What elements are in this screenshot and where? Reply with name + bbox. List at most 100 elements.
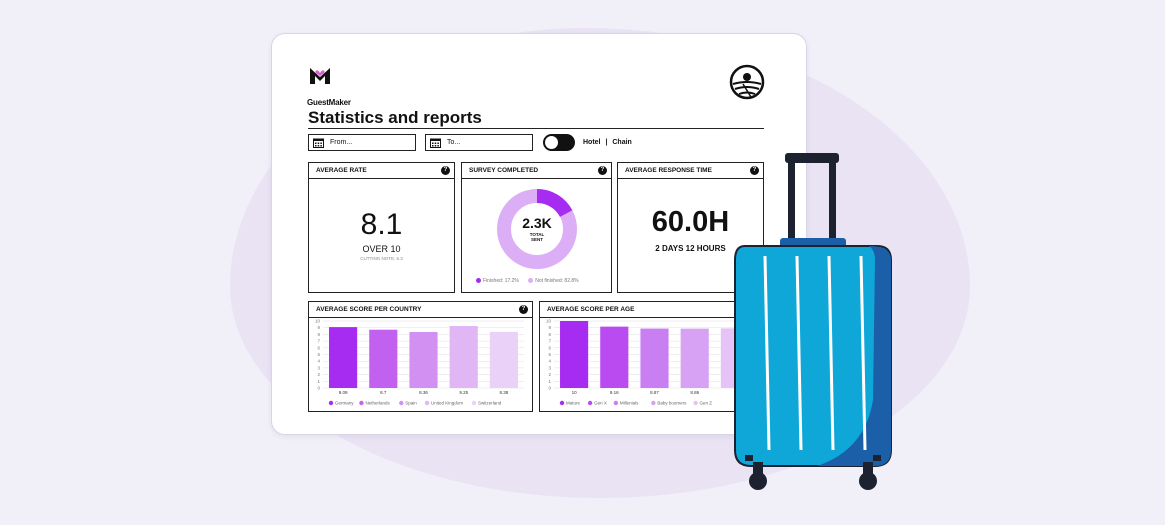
bar-value-label: 9.25	[459, 390, 468, 395]
bar-value-label: 8.36	[419, 390, 428, 395]
y-tick-label: 3	[317, 365, 320, 370]
survey-legend: Finished: 17.2% Not finished: 82.8%	[476, 278, 587, 284]
legend-dot	[559, 400, 565, 406]
y-tick-label: 4	[317, 359, 320, 364]
donut-ring	[497, 189, 577, 269]
legend-dot	[528, 278, 534, 284]
help-icon[interactable]: ?	[598, 166, 607, 175]
legend-label: Baby boomers	[657, 401, 687, 406]
legend-label: Gen Z	[700, 401, 713, 406]
average-rate-card: AVERAGE RATE ? 8.1 OVER 10 CUTTING NOTE:…	[308, 162, 455, 293]
bar-value-label: 9.09	[339, 390, 348, 395]
suitcase-wheel	[859, 472, 877, 490]
suitcase-side-shade	[817, 246, 891, 466]
score-per-country-chart: 0 1 2 34 5 67 8 910 9.09 8.7 8.36 9.25 8.38 Germany Ne…	[315, 319, 524, 406]
y-tick-label: 7	[317, 339, 320, 344]
suitcase-wheel-mount	[753, 462, 763, 474]
suitcase-foot	[745, 455, 753, 461]
date-to-placeholder: To...	[447, 139, 461, 146]
y-tick-label: 0	[548, 386, 551, 391]
date-to-field[interactable]: To...	[425, 134, 533, 151]
bar-value-label: 10	[572, 390, 578, 395]
legend-dot	[476, 278, 481, 284]
title-divider	[308, 128, 764, 129]
card-title: AVERAGE RATE	[316, 167, 367, 174]
cutting-note: CUTTING NOTE: 6.3	[360, 256, 403, 261]
average-rate-scale: OVER 10	[362, 244, 401, 254]
legend-finished: Finished: 17.2%	[476, 278, 519, 284]
bar	[680, 328, 709, 388]
segment-hotel-label: Hotel	[583, 139, 601, 146]
score-per-age-card: AVERAGE SCORE PER AGE ? 012345678910109.…	[539, 301, 764, 412]
legend-not-finished: Not finished: 82.8%	[528, 278, 579, 284]
bar	[489, 331, 518, 388]
legend-dot	[424, 400, 430, 406]
card-header: AVERAGE RESPONSE TIME ?	[618, 163, 763, 179]
suitcase-handle-rod-left	[788, 160, 795, 245]
response-time-card: AVERAGE RESPONSE TIME ? 60.0H 2 DAYS 12 …	[617, 162, 764, 293]
bar-value-label: 8.87	[650, 390, 659, 395]
suitcase-illustration	[734, 153, 892, 490]
legend-label: Switzerland	[478, 401, 502, 406]
legend-dot	[693, 400, 698, 406]
bar	[560, 321, 589, 388]
response-time-detail: 2 DAYS 12 HOURS	[655, 244, 726, 253]
y-tick-label: 2	[317, 372, 320, 377]
help-icon[interactable]: ?	[519, 305, 528, 314]
y-tick-label: 9	[317, 325, 320, 330]
legend-label: Mature	[566, 401, 581, 406]
y-tick-label: 10	[546, 319, 552, 324]
suitcase-stripe	[795, 255, 803, 451]
legend-label: Spain	[405, 401, 417, 406]
segment-chain-label: Chain	[612, 139, 632, 146]
card-header: AVERAGE RATE ?	[309, 163, 454, 179]
legend-not-finished-label: Not finished: 82.8%	[535, 278, 579, 284]
chart-legend: Germany Netherlands Spain United Kingdom Swi…	[328, 400, 502, 406]
response-time-value: 60.0H	[651, 206, 730, 238]
survey-completed-card: SURVEY COMPLETED ? 2.3K TOTAL SENT Finishe…	[461, 162, 612, 293]
y-tick-label: 7	[548, 339, 551, 344]
bar-value-label: 9.16	[610, 390, 619, 395]
average-rate-value: 8.1	[360, 208, 403, 241]
y-tick-label: 4	[548, 359, 551, 364]
bar	[449, 326, 478, 388]
suitcase-foot	[873, 455, 881, 461]
brand-name: GuestMaker	[307, 98, 351, 107]
bar	[409, 331, 438, 388]
y-tick-label: 1	[317, 379, 320, 384]
bar-value-label: 8.7	[380, 390, 387, 395]
bar	[369, 329, 398, 388]
legend-dot	[471, 400, 477, 406]
legend-dot	[651, 400, 656, 406]
bar	[600, 326, 629, 388]
bar	[329, 327, 358, 388]
bar-value-label: 8.38	[500, 390, 509, 395]
legend-dot	[399, 400, 404, 406]
suitcase-stripe	[763, 255, 771, 451]
y-tick-label: 2	[548, 372, 551, 377]
bar-value-label: 8.86	[690, 390, 699, 395]
bar	[640, 328, 669, 388]
legend-label: Gen X	[594, 401, 607, 406]
suitcase-stripe	[827, 255, 835, 451]
legend-dot	[359, 400, 364, 406]
legend-dot	[613, 400, 619, 406]
help-icon[interactable]: ?	[441, 166, 450, 175]
hotel-chain-toggle[interactable]	[543, 134, 575, 151]
help-icon[interactable]: ?	[750, 166, 759, 175]
y-tick-label: 6	[548, 345, 551, 350]
card-header: AVERAGE SCORE PER COUNTRY ?	[309, 302, 532, 318]
calendar-icon	[430, 138, 441, 148]
legend-label: Netherlands	[365, 401, 390, 406]
suitcase-handle	[785, 153, 839, 163]
score-per-country-card: AVERAGE SCORE PER COUNTRY ? 0 1 2 3 4 5 6 7 8 9 10…	[308, 301, 533, 412]
guestmaker-logo-icon	[310, 68, 330, 84]
suitcase-handle-rod-right	[829, 160, 836, 245]
donut-center-sub2: SENT	[531, 237, 543, 242]
card-header: SURVEY COMPLETED ?	[462, 163, 611, 179]
legend-label: Millenials	[620, 401, 639, 406]
suitcase-wheel	[749, 472, 767, 490]
date-from-field[interactable]: From...	[308, 134, 416, 151]
y-tick-label: 5	[548, 352, 551, 357]
